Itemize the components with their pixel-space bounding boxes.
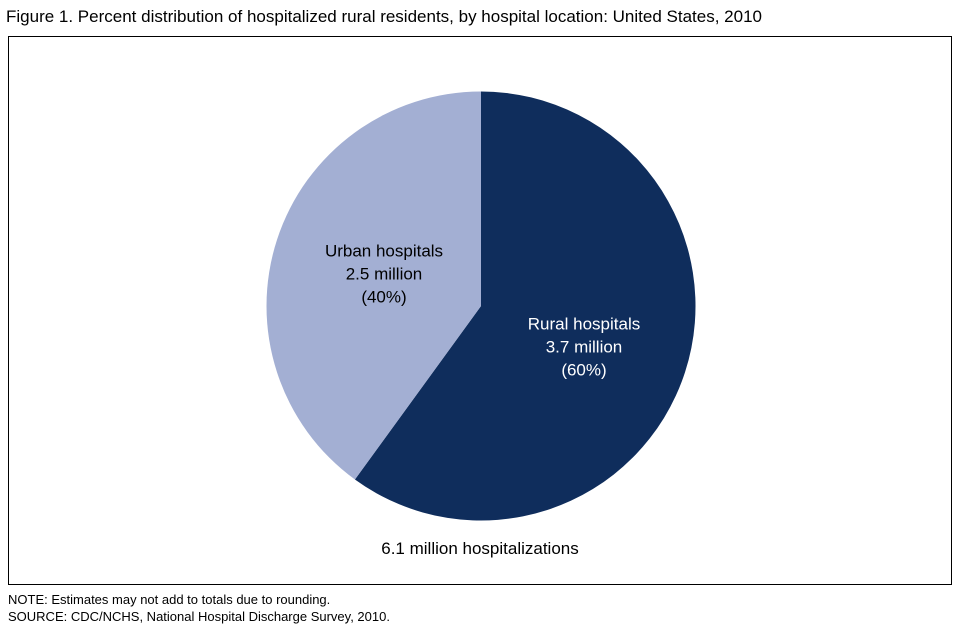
urban-slice-percent: (40%) xyxy=(361,287,407,307)
urban-slice-label: Urban hospitals 2.5 million (40%) xyxy=(325,240,443,309)
chart-area: Urban hospitals 2.5 million (40%) Rural … xyxy=(8,36,952,585)
pie-chart xyxy=(266,91,696,521)
figure-title: Figure 1. Percent distribution of hospit… xyxy=(6,7,762,26)
pie-slice-urban-hospitals xyxy=(266,91,481,480)
rural-slice-percent: (60%) xyxy=(561,360,607,380)
total-hospitalizations-label: 6.1 million hospitalizations xyxy=(381,539,579,558)
urban-slice-name: Urban hospitals xyxy=(324,241,444,261)
rural-slice-value: 3.7 million xyxy=(545,337,623,357)
pie-slice-rural-hospitals xyxy=(354,91,696,521)
rural-slice-name: Rural hospitals xyxy=(527,314,641,334)
footer-notes: NOTE: Estimates may not add to totals du… xyxy=(8,591,390,625)
urban-slice-value: 2.5 million xyxy=(345,264,423,284)
source-line: SOURCE: CDC/NCHS, National Hospital Disc… xyxy=(8,609,390,624)
rural-slice-label: Rural hospitals 3.7 million (60%) xyxy=(528,313,640,382)
note-line: NOTE: Estimates may not add to totals du… xyxy=(8,592,331,607)
